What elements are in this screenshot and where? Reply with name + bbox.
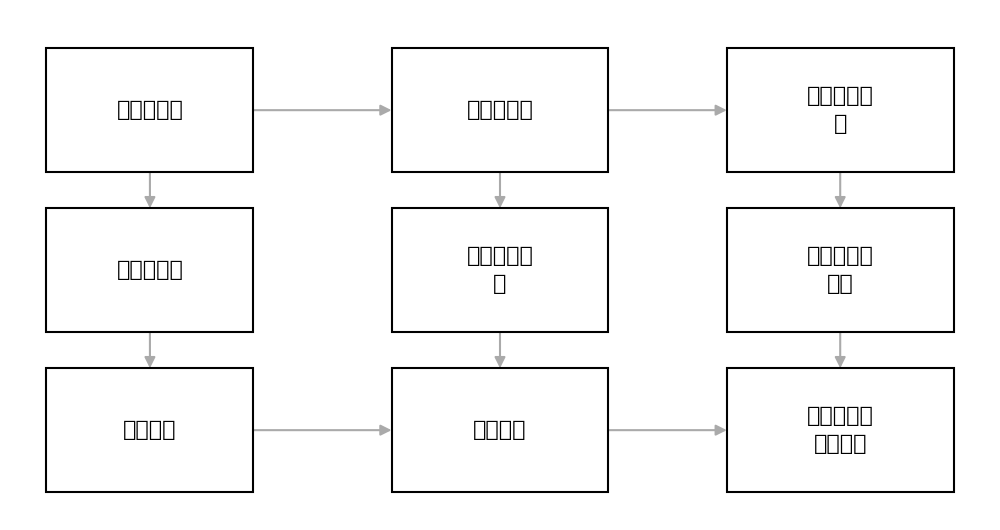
Bar [46,368,253,492]
Text: 动态拍摄: 动态拍摄 [473,420,527,440]
Text: 逐帧导出坐
标: 逐帧导出坐 标 [807,86,874,134]
Bar [727,208,954,332]
Text: 导出坐标值: 导出坐标值 [467,100,533,120]
Bar [392,368,608,492]
Text: 建立固定关
系: 建立固定关 系 [467,246,533,294]
Bar [46,208,253,332]
Bar [727,368,954,492]
Text: 标记特征点: 标记特征点 [116,100,183,120]
Text: 静态拍摄: 静态拍摄 [123,420,177,440]
Bar [46,48,253,172]
Text: 计算果实姿
态及运动: 计算果实姿 态及运动 [807,406,874,454]
Text: 计算连体基
坐标: 计算连体基 坐标 [807,246,874,294]
Bar [392,48,608,172]
Bar [392,208,608,332]
Text: 建立连体基: 建立连体基 [116,260,183,280]
Bar [727,48,954,172]
